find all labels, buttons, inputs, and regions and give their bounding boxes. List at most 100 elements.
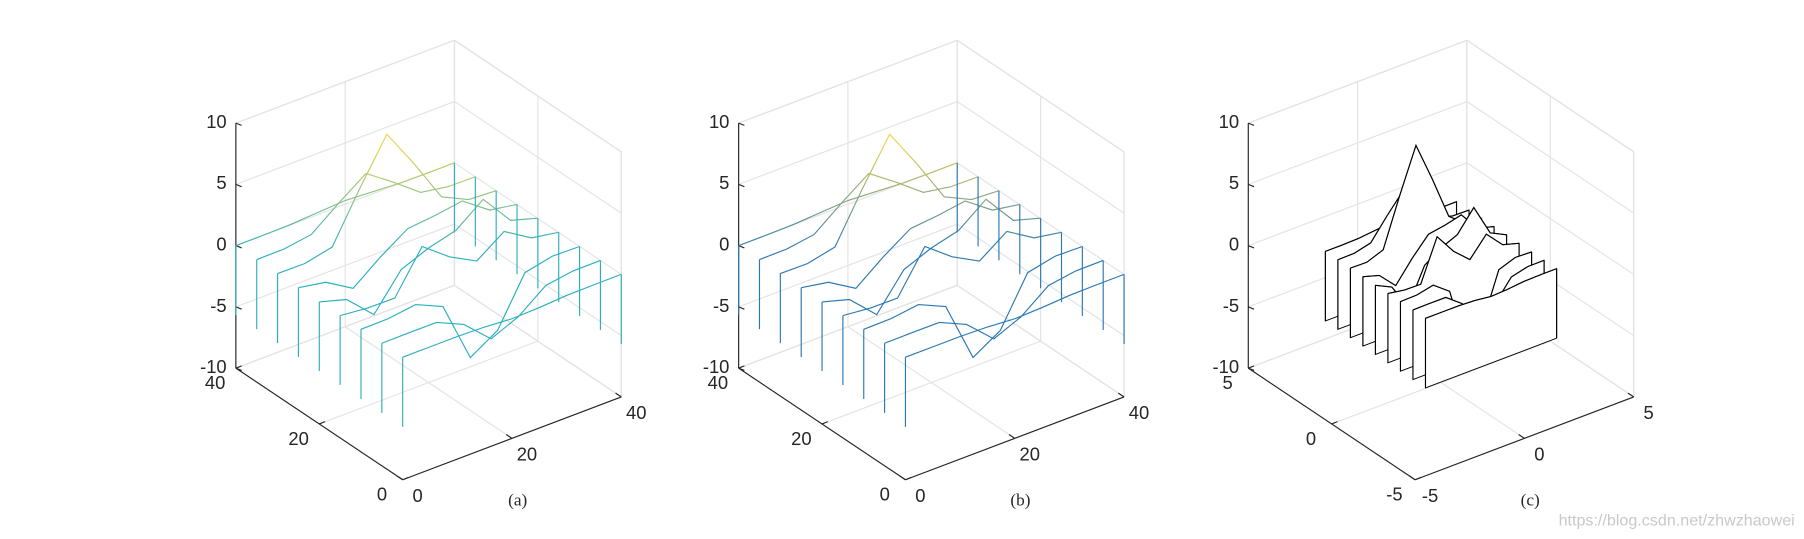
- y-tick: [1414, 476, 1422, 481]
- x-tick: [1117, 392, 1125, 398]
- z-tick-label: 0: [1229, 233, 1239, 254]
- x-tick: [1627, 392, 1635, 398]
- watermark: https://blog.csdn.net/zhwzhaowei: [1559, 511, 1795, 529]
- z-tick: [738, 306, 745, 310]
- y-tick: [821, 421, 829, 425]
- caption: (c): [1521, 491, 1540, 510]
- z-tick-label: -5: [713, 295, 729, 316]
- waterfall-line: [780, 133, 1000, 275]
- grid-line: [1248, 100, 1468, 185]
- grid-line: [235, 39, 455, 124]
- x-tick-label: 40: [1129, 402, 1149, 423]
- x-tick: [899, 475, 906, 481]
- x-tick-label: 0: [1534, 443, 1544, 464]
- z-tick: [1248, 306, 1255, 310]
- waterfall-line: [842, 230, 1062, 317]
- z-tick-label: -10: [1212, 356, 1239, 377]
- grid-line: [738, 39, 958, 124]
- z-tick-label: 5: [216, 172, 226, 193]
- z-tick: [738, 367, 745, 371]
- grid-line: [821, 340, 1041, 425]
- grid-line: [1466, 101, 1635, 214]
- x-tick: [615, 392, 622, 398]
- y-tick-label: 20: [288, 428, 308, 449]
- waterfall-line: [277, 133, 497, 275]
- grid-line: [1466, 162, 1635, 275]
- z-tick-label: 5: [719, 172, 729, 193]
- z-tick: [235, 122, 242, 126]
- waterfall-line: [1425, 268, 1557, 319]
- y-tick-label: 5: [1222, 372, 1232, 393]
- z-tick-label: 10: [709, 111, 729, 132]
- x-tick: [1409, 475, 1416, 481]
- grid-line: [738, 100, 958, 185]
- y-tick-label: 40: [205, 372, 225, 393]
- z-tick-label: 0: [216, 233, 226, 254]
- z-tick-label: 10: [1219, 111, 1239, 132]
- x-tick-label: 20: [1019, 443, 1039, 464]
- waterfall-line: [905, 273, 1125, 358]
- y-tick-label: 0: [377, 484, 387, 505]
- x-tick: [396, 475, 404, 481]
- y-tick-label: 20: [791, 428, 811, 449]
- x-tick: [1518, 434, 1525, 439]
- y-tick-label: -5: [1386, 484, 1402, 505]
- waterfall-line: [319, 198, 538, 316]
- y-tick: [905, 476, 912, 481]
- waterfall-line: [884, 259, 1104, 344]
- grid-line: [235, 223, 455, 308]
- x-tick-label: 0: [915, 485, 925, 506]
- grid-line: [1248, 39, 1468, 124]
- grid-line: [738, 223, 958, 308]
- grid-line: [454, 101, 622, 214]
- x-tick-label: 20: [517, 443, 537, 464]
- y-tick: [319, 421, 326, 425]
- grid-line: [1466, 39, 1635, 153]
- z-tick-label: -5: [1223, 295, 1239, 316]
- x-tick-label: 0: [413, 485, 423, 506]
- waterfall-line: [821, 198, 1041, 316]
- waterfall-line: [801, 200, 1020, 289]
- y-tick: [1331, 421, 1338, 425]
- grid-line: [319, 340, 539, 425]
- y-tick: [235, 365, 242, 369]
- z-tick: [235, 367, 242, 371]
- z-tick-label: 10: [206, 111, 226, 132]
- waterfall-line: [759, 172, 979, 261]
- y-tick-label: 0: [1306, 428, 1316, 449]
- y-tick-label: 40: [708, 372, 728, 393]
- caption: (a): [508, 491, 527, 510]
- z-tick-label: -5: [210, 295, 226, 316]
- z-tick: [738, 183, 745, 188]
- y-tick-label: 0: [880, 484, 890, 505]
- z-tick: [738, 245, 745, 249]
- z-tick: [1248, 367, 1255, 371]
- x-tick: [505, 434, 513, 439]
- caption: (b): [1010, 491, 1030, 510]
- z-tick-label: -10: [703, 356, 730, 377]
- z-tick-label: 5: [1229, 172, 1239, 193]
- grid-line: [956, 284, 1125, 398]
- z-tick: [738, 122, 745, 126]
- z-tick-label: 0: [719, 233, 729, 254]
- grid-line: [235, 100, 455, 185]
- y-tick: [1248, 365, 1255, 369]
- z-tick-label: -10: [200, 356, 227, 377]
- y-tick: [738, 365, 745, 369]
- x-tick-label: 5: [1644, 402, 1654, 423]
- grid-line: [956, 101, 1125, 214]
- waterfall-line: [738, 162, 958, 247]
- z-tick: [235, 183, 242, 188]
- x-tick-label: -5: [1422, 485, 1438, 506]
- x-tick-label: 40: [626, 402, 646, 423]
- waterfall-line: [298, 200, 518, 289]
- z-tick: [1248, 245, 1255, 249]
- z-tick: [235, 245, 242, 249]
- grid-line: [454, 39, 622, 153]
- z-tick: [235, 306, 242, 310]
- waterfall-line: [235, 162, 455, 247]
- waterfall-line: [863, 245, 1083, 359]
